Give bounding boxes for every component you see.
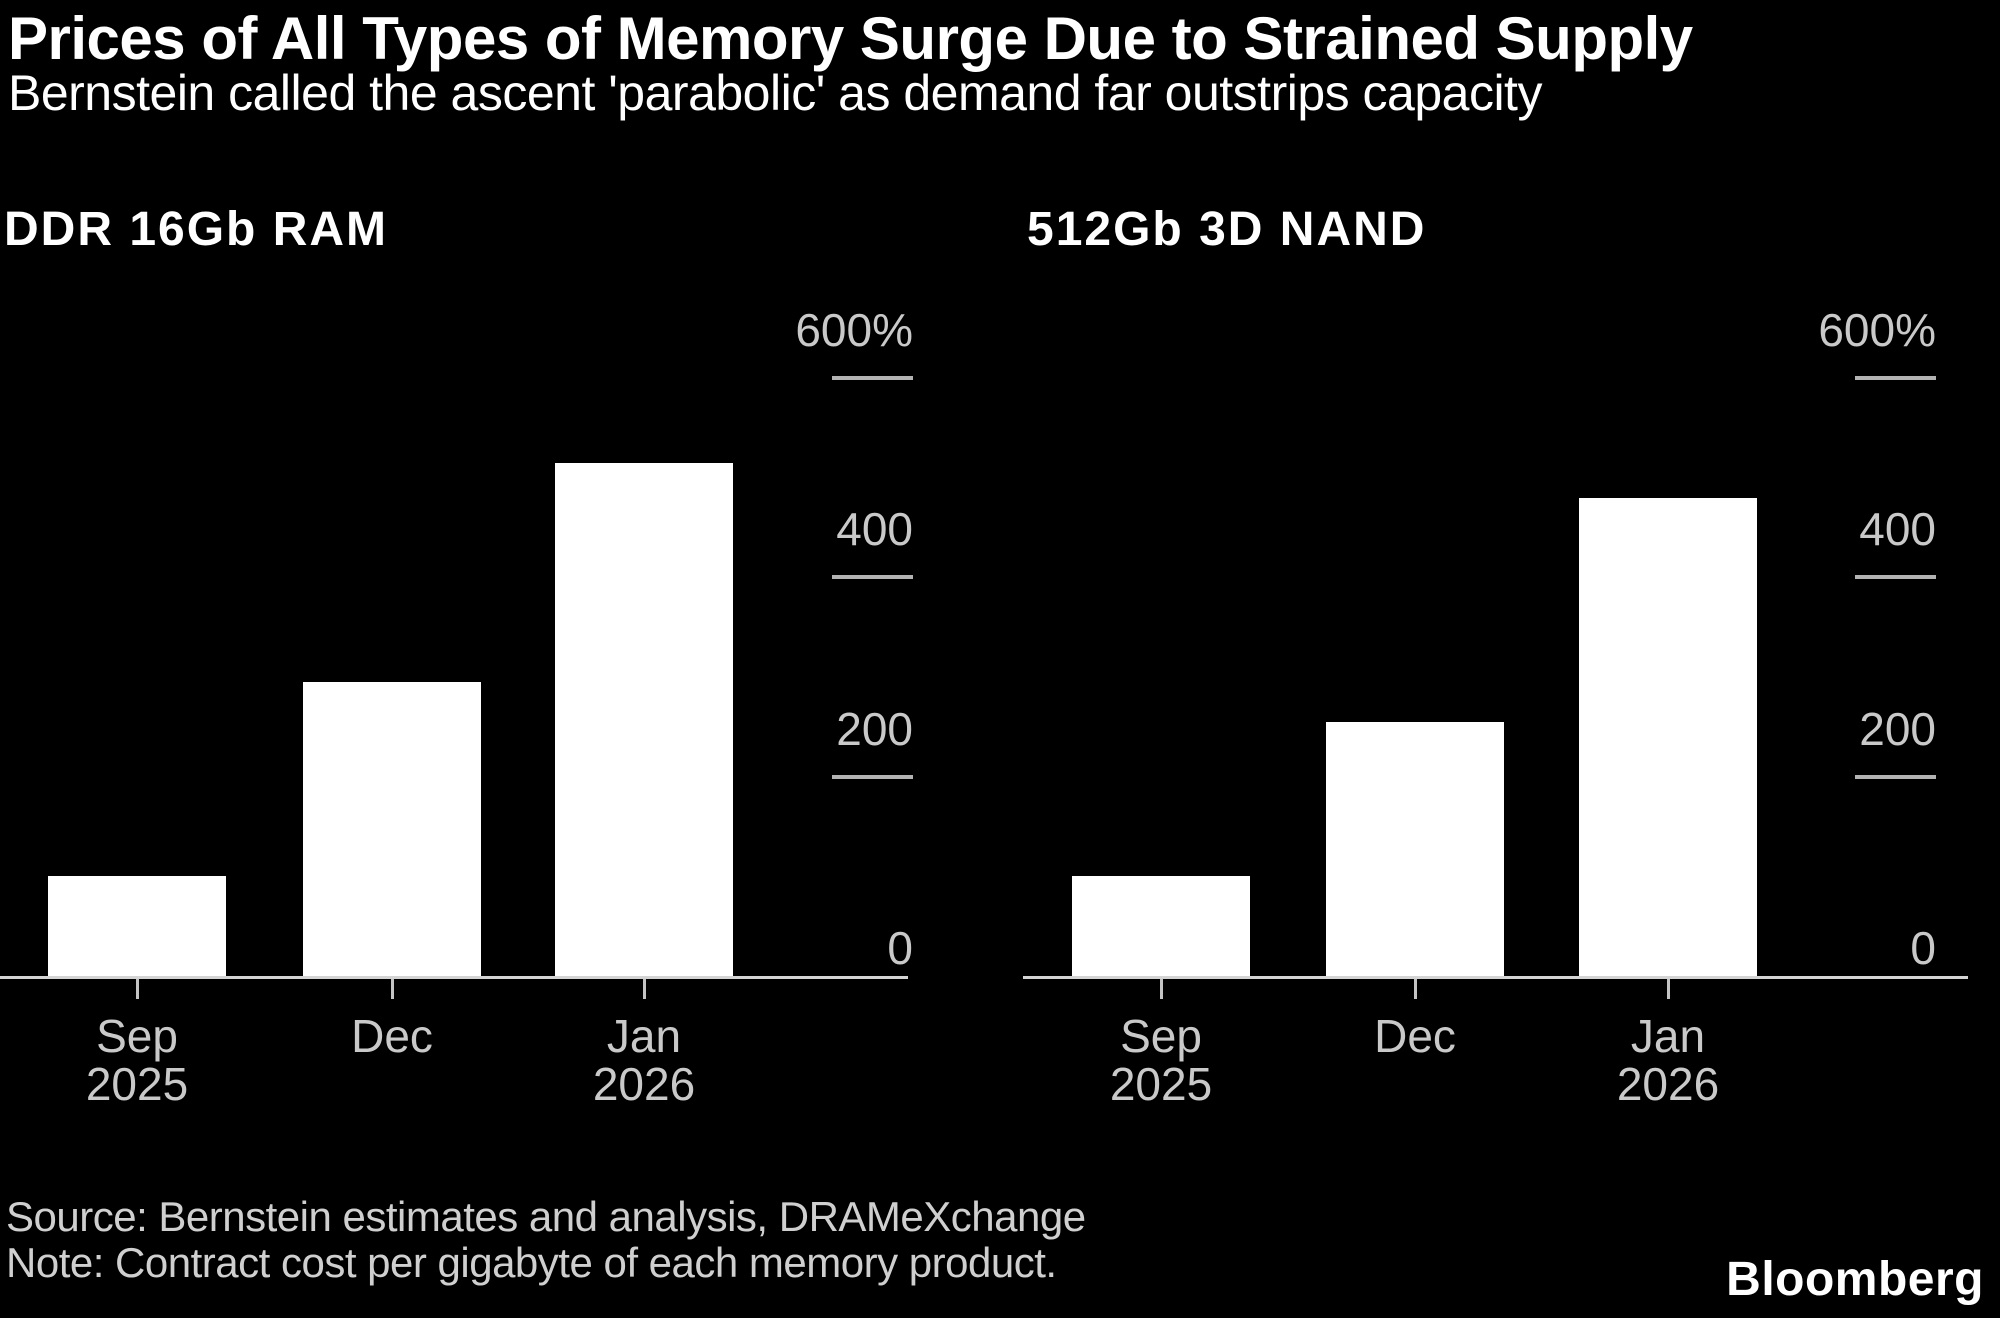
x-tick-label-line: Dec xyxy=(1374,1010,1456,1062)
page-title: Prices of All Types of Memory Surge Due … xyxy=(8,5,1693,72)
x-tick-label: Dec xyxy=(1295,1012,1535,1060)
y-tick-label: 400 xyxy=(1859,503,1936,555)
bar-sep-2025 xyxy=(48,876,226,976)
y-tick-line xyxy=(1855,775,1936,779)
chart-title-ddr-ram: DDR 16Gb RAM xyxy=(4,203,389,256)
x-tick xyxy=(1667,979,1670,999)
y-tick-label: 0 xyxy=(1910,922,1936,974)
x-axis-line xyxy=(1023,976,1968,979)
y-tick-label: 600% xyxy=(1818,304,1936,356)
x-tick xyxy=(391,979,394,999)
x-tick-label-line: 2026 xyxy=(592,1058,696,1110)
x-tick-label-line: 2025 xyxy=(1109,1058,1213,1110)
x-tick-label-line: Dec xyxy=(351,1010,433,1062)
y-tick-label: 0 xyxy=(887,922,913,974)
y-tick-line xyxy=(1855,575,1936,579)
y-tick-label: 600% xyxy=(795,304,913,356)
x-axis-line xyxy=(0,976,908,979)
bar-jan-2026 xyxy=(1579,498,1757,976)
bloomberg-logo: Bloomberg xyxy=(1726,1253,1984,1306)
y-tick-label: 200 xyxy=(836,703,913,755)
chart-title-3d-nand: 512Gb 3D NAND xyxy=(1027,203,1427,256)
x-tick-label: Dec xyxy=(272,1012,512,1060)
x-tick xyxy=(136,979,139,999)
bar-dec xyxy=(303,682,481,976)
bar-sep-2025 xyxy=(1072,876,1250,976)
x-tick-label-line: Sep xyxy=(1120,1010,1202,1062)
x-tick-label-line: Sep xyxy=(96,1010,178,1062)
x-tick-label: Jan 2026 xyxy=(524,1012,764,1108)
x-tick xyxy=(1160,979,1163,999)
x-tick-label: Jan 2026 xyxy=(1548,1012,1788,1108)
y-tick-label: 400 xyxy=(836,503,913,555)
x-tick-label-line: Jan xyxy=(1630,1010,1706,1062)
source-line: Source: Bernstein estimates and analysis… xyxy=(6,1193,1086,1240)
page-subtitle: Bernstein called the ascent 'parabolic' … xyxy=(8,65,1542,121)
x-tick xyxy=(1414,979,1417,999)
note-line: Note: Contract cost per gigabyte of each… xyxy=(6,1239,1057,1286)
x-tick-label-line: 2026 xyxy=(1616,1058,1720,1110)
x-tick xyxy=(643,979,646,999)
bar-dec xyxy=(1326,722,1504,976)
y-tick-line xyxy=(832,775,913,779)
footer-text: Source: Bernstein estimates and analysis… xyxy=(6,1194,1086,1286)
y-tick-line xyxy=(1855,376,1936,380)
x-tick-label-line: 2025 xyxy=(85,1058,189,1110)
x-tick-label-line: Jan xyxy=(606,1010,682,1062)
y-tick-line xyxy=(832,575,913,579)
bar-jan-2026 xyxy=(555,463,733,976)
x-tick-label: Sep 2025 xyxy=(17,1012,257,1108)
y-tick-label: 200 xyxy=(1859,703,1936,755)
y-tick-line xyxy=(832,376,913,380)
x-tick-label: Sep 2025 xyxy=(1041,1012,1281,1108)
